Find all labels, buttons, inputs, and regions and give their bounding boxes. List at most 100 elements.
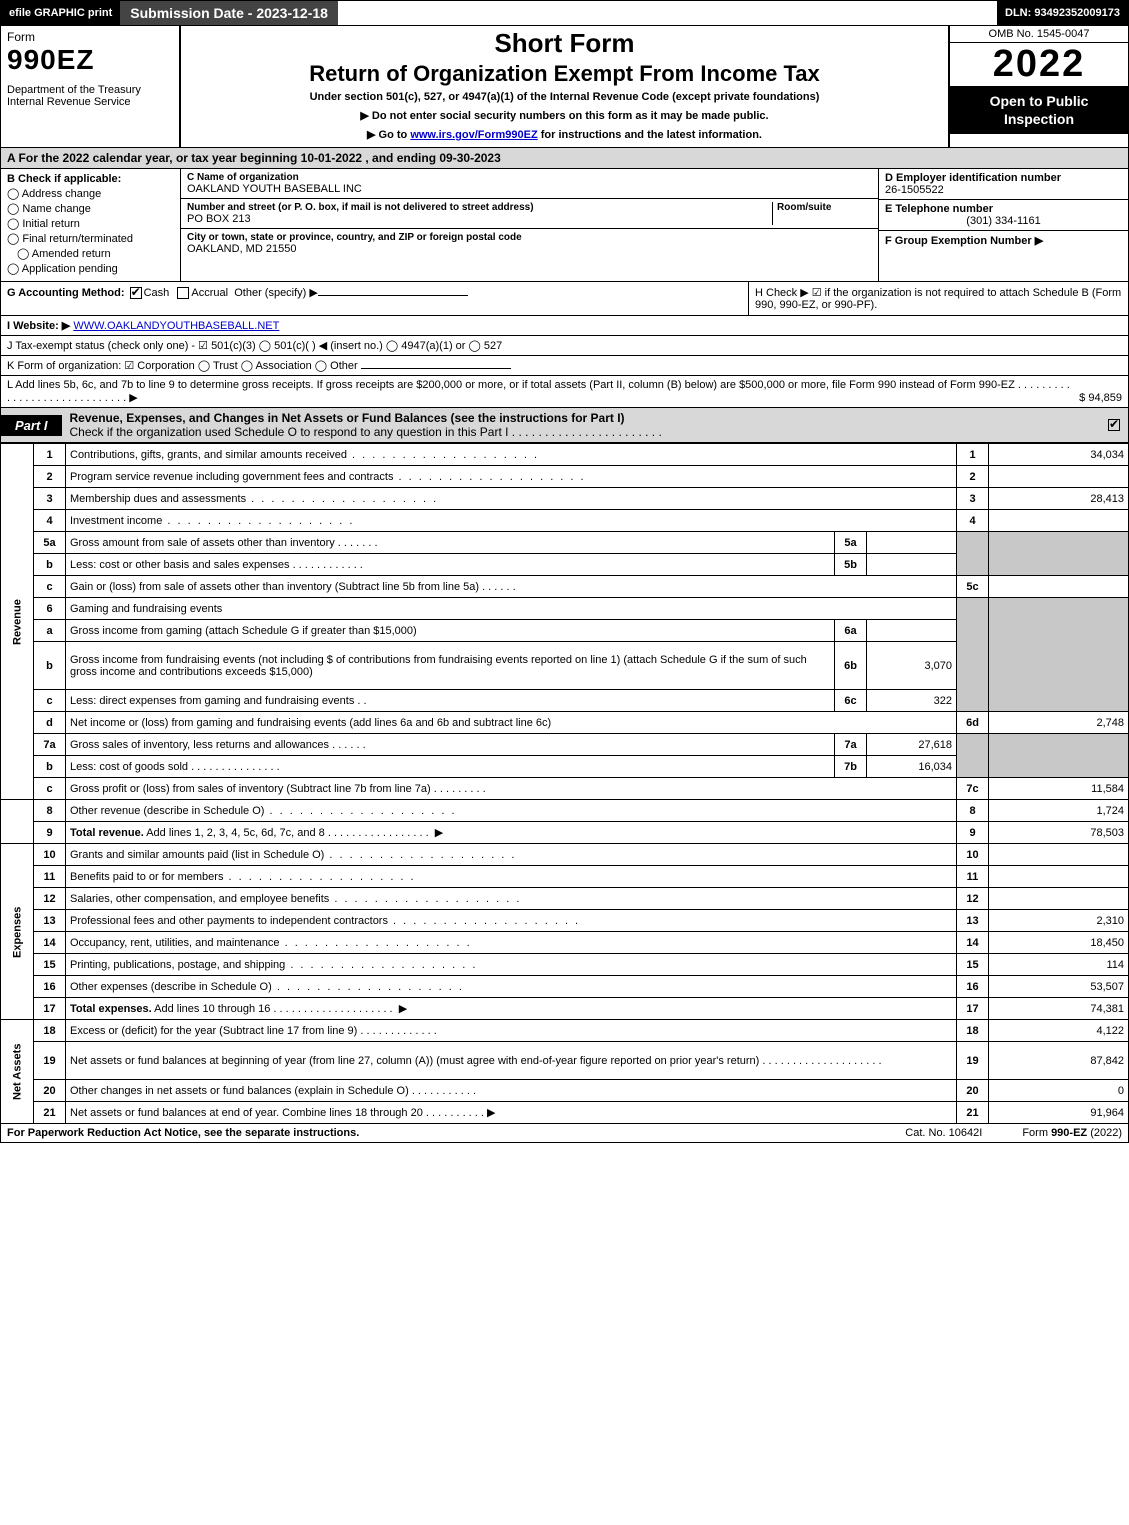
phone-row: E Telephone number (301) 334-1161 bbox=[879, 200, 1128, 231]
line-amt: 78,503 bbox=[989, 822, 1129, 844]
table-row: 9Total revenue. Total revenue. Add lines… bbox=[1, 822, 1129, 844]
c-label: C Name of organization bbox=[187, 172, 872, 183]
line-num: 9 bbox=[34, 822, 66, 844]
form-of-org-row: K Form of organization: ☑ Corporation ◯ … bbox=[0, 356, 1129, 376]
table-row: 20Other changes in net assets or fund ba… bbox=[1, 1080, 1129, 1102]
other-blank[interactable] bbox=[318, 295, 468, 296]
ein-row: D Employer identification number 26-1505… bbox=[879, 169, 1128, 200]
opt-address-change[interactable]: ◯ Address change bbox=[7, 187, 174, 200]
topbar-spacer bbox=[338, 1, 997, 25]
section-c: C Name of organization OAKLAND YOUTH BAS… bbox=[181, 169, 878, 281]
page-footer: For Paperwork Reduction Act Notice, see … bbox=[0, 1124, 1129, 1143]
line-num: 19 bbox=[34, 1042, 66, 1080]
line-num: c bbox=[34, 778, 66, 800]
rev-cont bbox=[1, 800, 34, 844]
line-amt: 18,450 bbox=[989, 932, 1129, 954]
line-desc: Gross sales of inventory, less returns a… bbox=[70, 739, 329, 751]
part-1-title: Revenue, Expenses, and Changes in Net As… bbox=[62, 408, 1100, 442]
line-amt: 114 bbox=[989, 954, 1129, 976]
line-amt bbox=[989, 866, 1129, 888]
revenue-vlabel: Revenue bbox=[1, 444, 34, 800]
opt-name-change[interactable]: ◯ Name change bbox=[7, 202, 174, 215]
line-desc: Printing, publications, postage, and shi… bbox=[70, 959, 285, 971]
line-num: b bbox=[34, 554, 66, 576]
line-amt bbox=[989, 466, 1129, 488]
sub-amt bbox=[867, 554, 957, 576]
sub-amt: 16,034 bbox=[867, 756, 957, 778]
part-1-table: Revenue 1Contributions, gifts, grants, a… bbox=[0, 443, 1129, 1124]
line-ref: 19 bbox=[957, 1042, 989, 1080]
sub-ref: 5b bbox=[835, 554, 867, 576]
opt-amended[interactable]: ◯ Amended return bbox=[7, 247, 174, 260]
line-ref: 15 bbox=[957, 954, 989, 976]
sub-amt: 3,070 bbox=[867, 642, 957, 690]
line-num: 1 bbox=[34, 444, 66, 466]
line-amt: 11,584 bbox=[989, 778, 1129, 800]
line-num: b bbox=[34, 756, 66, 778]
section-g-h: G Accounting Method: Cash Accrual Other … bbox=[0, 282, 1129, 316]
group-exempt-row: F Group Exemption Number ▶ bbox=[879, 231, 1128, 259]
line-num: 14 bbox=[34, 932, 66, 954]
part-1-header: Part I Revenue, Expenses, and Changes in… bbox=[0, 408, 1129, 443]
line-ref: 1 bbox=[957, 444, 989, 466]
website-link[interactable]: WWW.OAKLANDYOUTHBASEBALL.NET bbox=[73, 320, 279, 332]
sub-ref: 6a bbox=[835, 620, 867, 642]
opt-initial-return[interactable]: ◯ Initial return bbox=[7, 217, 174, 230]
line-num: 3 bbox=[34, 488, 66, 510]
opt-label: Address change bbox=[22, 188, 102, 200]
opt-final-return[interactable]: ◯ Final return/terminated bbox=[7, 232, 174, 245]
k-blank[interactable] bbox=[361, 368, 511, 369]
netassets-vlabel: Net Assets bbox=[1, 1020, 34, 1124]
g-pre: G Accounting Method: bbox=[7, 287, 125, 299]
l-amount: $ 94,859 bbox=[1071, 392, 1122, 404]
header-right: OMB No. 1545-0047 2022 Open to Public In… bbox=[948, 26, 1128, 147]
line-num: 18 bbox=[34, 1020, 66, 1042]
city-label: City or town, state or province, country… bbox=[187, 232, 872, 243]
line-num: 7a bbox=[34, 734, 66, 756]
line-ref: 21 bbox=[957, 1102, 989, 1124]
table-row: 12Salaries, other compensation, and empl… bbox=[1, 888, 1129, 910]
opt-label: Final return/terminated bbox=[22, 233, 133, 245]
website-row: I Website: ▶ WWW.OAKLANDYOUTHBASEBALL.NE… bbox=[0, 316, 1129, 336]
accrual-checkbox[interactable] bbox=[177, 287, 189, 299]
short-form-title: Short Form bbox=[189, 28, 940, 59]
sub-amt bbox=[867, 532, 957, 554]
line-num: 4 bbox=[34, 510, 66, 532]
table-row: 5aGross amount from sale of assets other… bbox=[1, 532, 1129, 554]
form-word: Form bbox=[7, 30, 173, 44]
sub3-pre: ▶ Go to bbox=[367, 129, 410, 141]
phone-value: (301) 334-1161 bbox=[885, 215, 1122, 227]
e-label: E Telephone number bbox=[885, 203, 1122, 215]
org-name-row: C Name of organization OAKLAND YOUTH BAS… bbox=[181, 169, 878, 199]
submission-date: Submission Date - 2023-12-18 bbox=[120, 1, 338, 25]
line-amt: 2,310 bbox=[989, 910, 1129, 932]
line-desc: Gross income from gaming (attach Schedul… bbox=[66, 620, 835, 642]
opt-app-pending[interactable]: ◯ Application pending bbox=[7, 262, 174, 275]
line-desc: Gain or (loss) from sale of assets other… bbox=[70, 581, 479, 593]
footer-right: Form 990-EZ (2022) bbox=[1022, 1127, 1122, 1139]
street-value: PO BOX 213 bbox=[187, 213, 772, 225]
table-row: 21Net assets or fund balances at end of … bbox=[1, 1102, 1129, 1124]
line-ref: 7c bbox=[957, 778, 989, 800]
line-desc: Net income or (loss) from gaming and fun… bbox=[66, 712, 957, 734]
table-row: 7a Gross sales of inventory, less returns… bbox=[1, 734, 1129, 756]
line-num: 16 bbox=[34, 976, 66, 998]
line-desc: Excess or (deficit) for the year (Subtra… bbox=[70, 1025, 357, 1037]
table-row: 19Net assets or fund balances at beginni… bbox=[1, 1042, 1129, 1080]
part-1-check[interactable] bbox=[1100, 416, 1128, 434]
row-a: A For the 2022 calendar year, or tax yea… bbox=[0, 148, 1129, 169]
cash-checkbox[interactable] bbox=[130, 287, 142, 299]
efile-label[interactable]: efile GRAPHIC print bbox=[1, 1, 120, 25]
g-other: Other (specify) ▶ bbox=[234, 287, 318, 299]
line-desc: Gross profit or (loss) from sales of inv… bbox=[70, 783, 431, 795]
sub-ref: 7a bbox=[835, 734, 867, 756]
street-row: Number and street (or P. O. box, if mail… bbox=[181, 199, 878, 229]
part-1-tag: Part I bbox=[1, 415, 62, 436]
irs-link[interactable]: www.irs.gov/Form990EZ bbox=[410, 129, 537, 141]
line-amt: 53,507 bbox=[989, 976, 1129, 998]
schedule-o-checkbox[interactable] bbox=[1108, 419, 1120, 431]
l-text: L Add lines 5b, 6c, and 7b to line 9 to … bbox=[7, 379, 1071, 404]
section-h: H Check ▶ ☑ if the organization is not r… bbox=[748, 282, 1128, 315]
line-ref: 17 bbox=[957, 998, 989, 1020]
line-amt: 87,842 bbox=[989, 1042, 1129, 1080]
